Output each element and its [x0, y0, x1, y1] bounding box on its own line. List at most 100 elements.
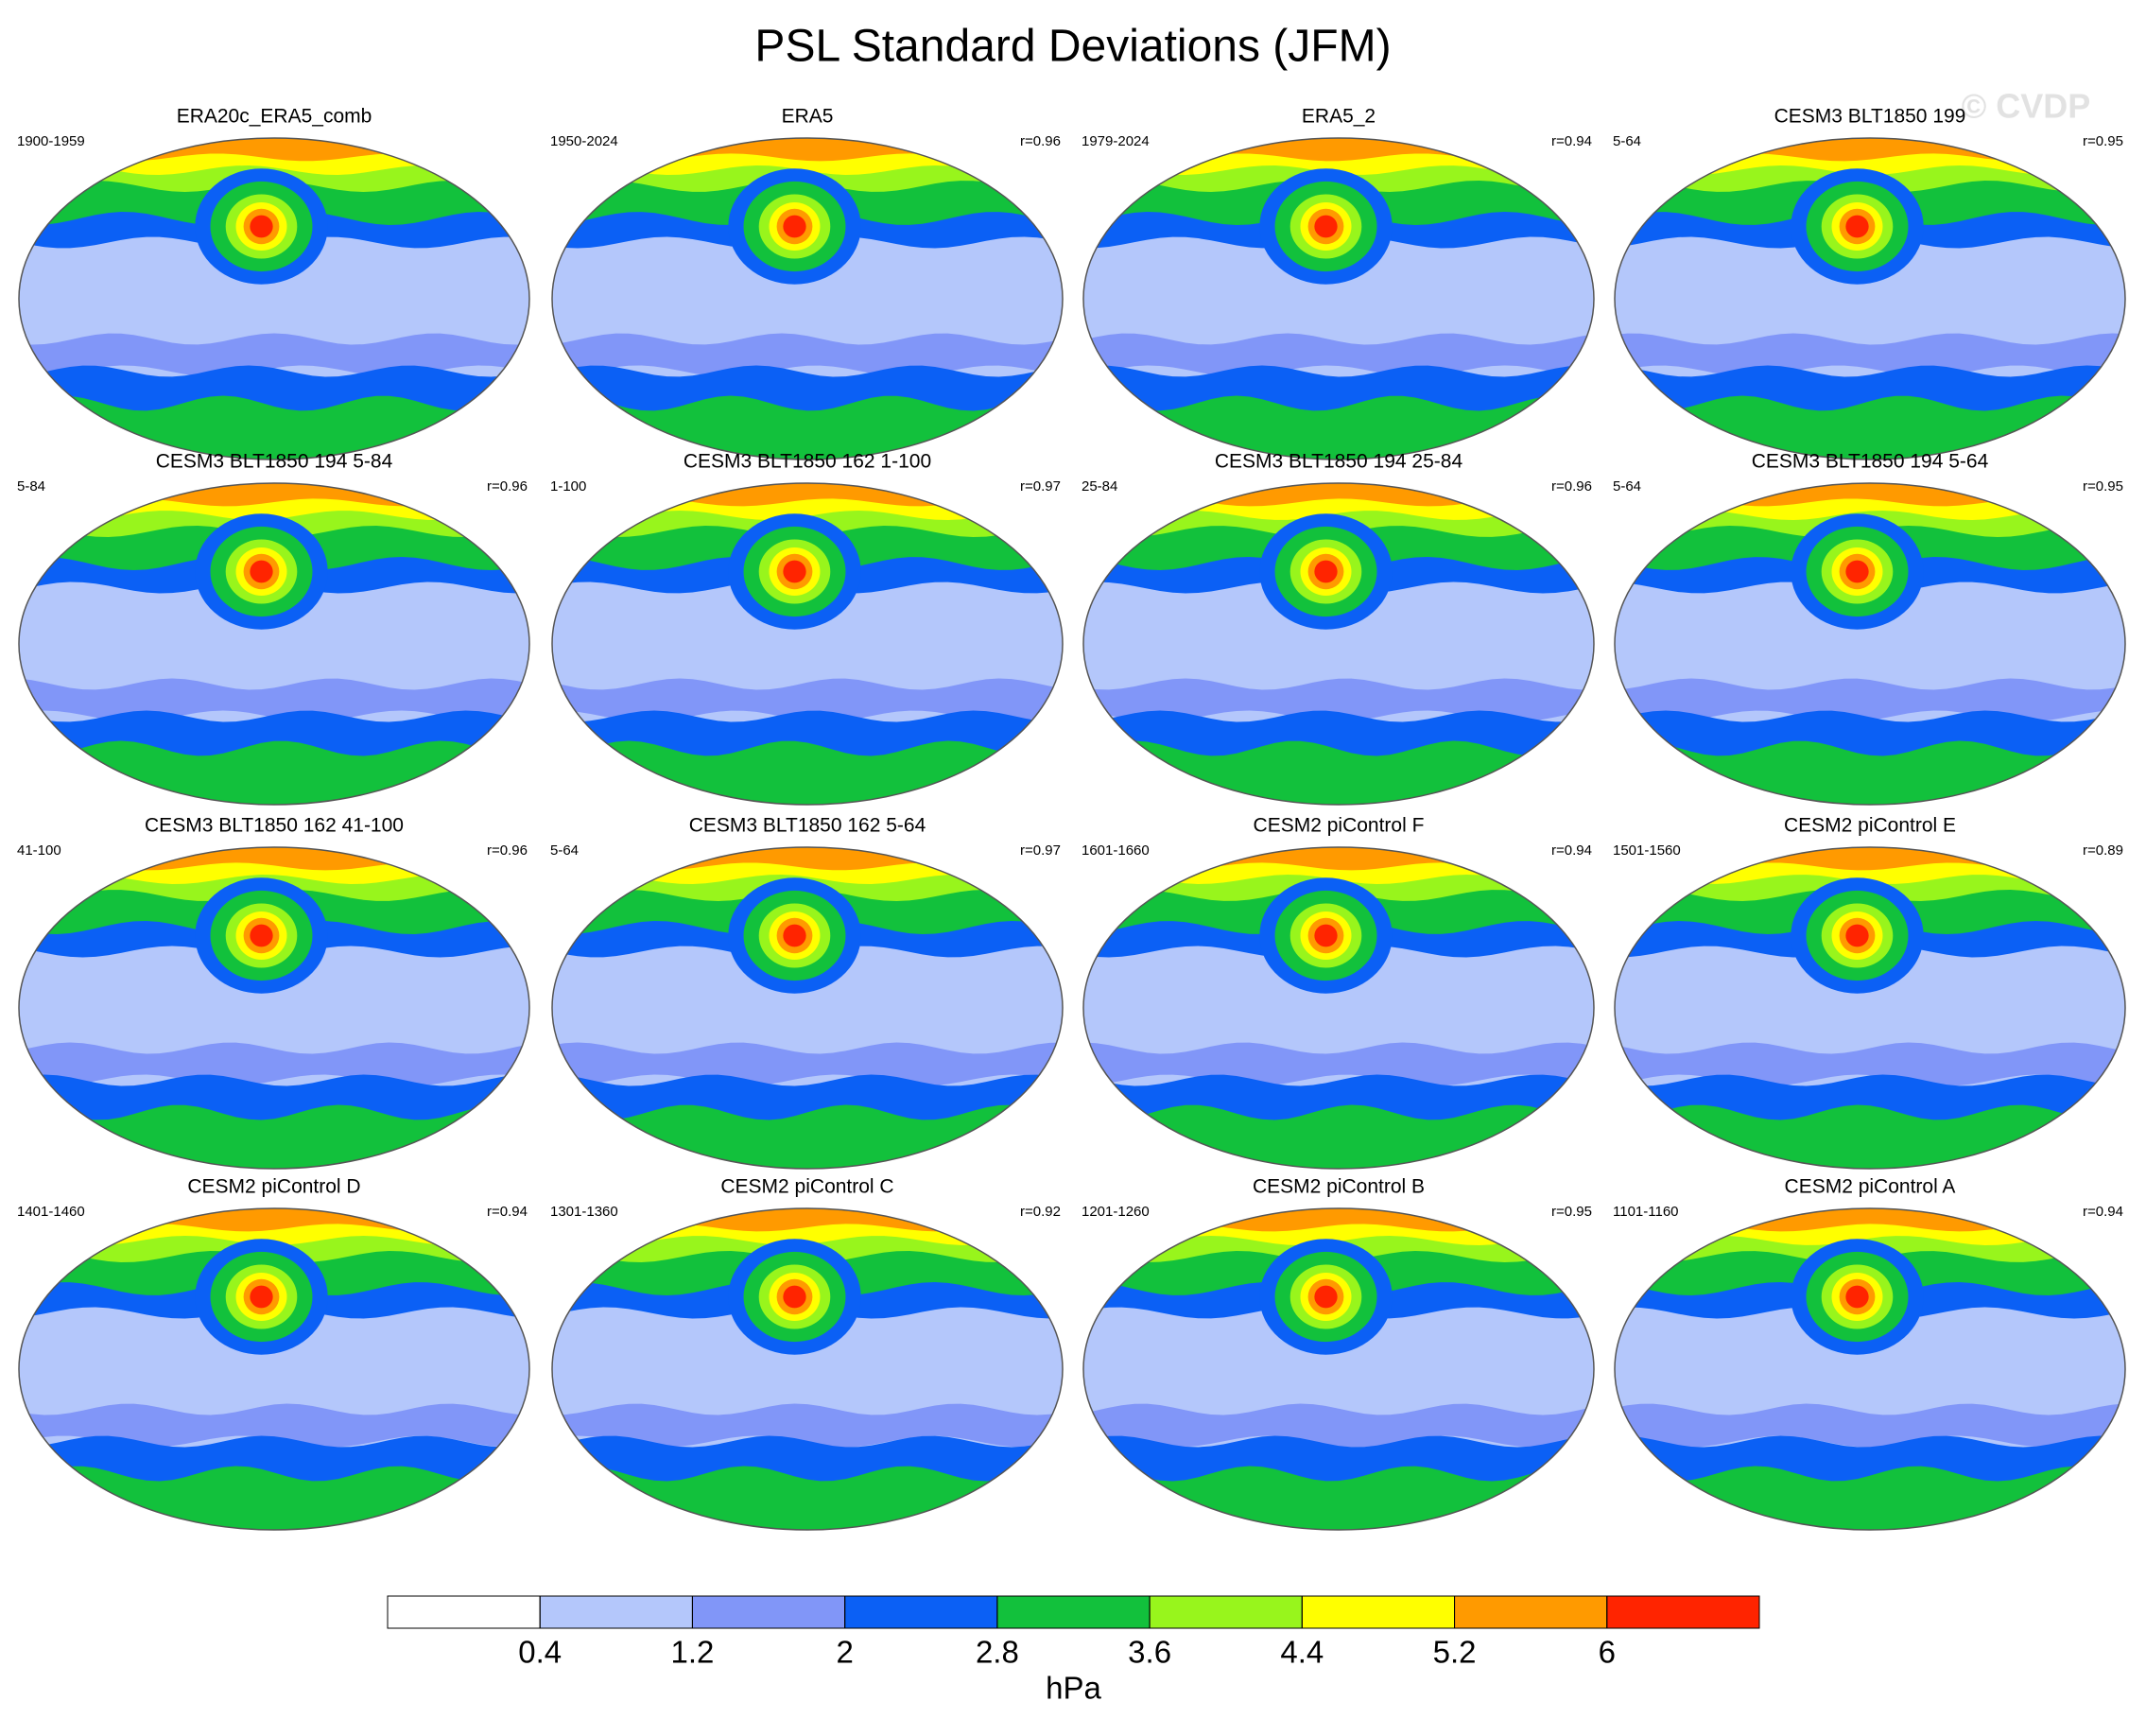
panel-r: r=0.96 — [487, 842, 528, 859]
map — [1083, 483, 1594, 805]
map-outline — [18, 137, 530, 460]
map-region — [552, 333, 1063, 377]
panel-years: 5-64 — [1613, 478, 1641, 495]
colorbar-tick-label: 6 — [1599, 1635, 1616, 1670]
panel-r: r=0.96 — [1020, 133, 1061, 149]
map-region — [783, 560, 806, 583]
panel-r: r=0.96 — [487, 478, 528, 495]
map-region — [19, 1042, 529, 1086]
panel-years: 1501-1560 — [1613, 842, 1681, 859]
panel-years: 5-64 — [1613, 133, 1641, 149]
map-region — [1314, 924, 1338, 947]
map-region — [1845, 1285, 1869, 1309]
panel-title: CESM3 BLT1850 194 5-64 — [1752, 451, 1989, 473]
map-region — [1314, 560, 1338, 583]
map-region — [552, 1042, 1063, 1086]
panel-r: r=0.94 — [1551, 842, 1592, 859]
map — [1615, 847, 2125, 1169]
watermark: © CVDP — [1962, 87, 2091, 126]
panel-years: 25-84 — [1082, 478, 1117, 495]
map-region — [1845, 560, 1869, 583]
panel-title: CESM2 piControl E — [1784, 815, 1956, 837]
map-outline — [18, 846, 530, 1170]
colorbar-box — [539, 1595, 693, 1629]
map-region — [1615, 1104, 2125, 1169]
map-region — [250, 215, 273, 238]
map-region — [1615, 1403, 2125, 1448]
panel-years: 41-100 — [17, 842, 61, 859]
map-region — [552, 1403, 1063, 1448]
panel-r: r=0.92 — [1020, 1204, 1061, 1220]
map-region — [1083, 1403, 1594, 1448]
panel-title: ERA5_2 — [1302, 106, 1376, 128]
map-region — [1314, 215, 1338, 238]
panel-title: CESM2 piControl C — [720, 1176, 893, 1198]
panel-years: 1201-1260 — [1082, 1204, 1150, 1220]
colorbar-tick-label: 0.4 — [518, 1635, 562, 1670]
map-region — [783, 924, 806, 947]
panel-years: 5-84 — [17, 478, 45, 495]
map-region — [1845, 215, 1869, 238]
map — [19, 1208, 529, 1530]
map-outline — [551, 846, 1064, 1170]
panel-title: CESM2 piControl A — [1785, 1176, 1956, 1198]
panel-r: r=0.94 — [1551, 133, 1592, 149]
map-region — [1083, 1104, 1594, 1169]
panel-years: 5-64 — [550, 842, 579, 859]
colorbar-box — [844, 1595, 998, 1629]
map-region — [1314, 1285, 1338, 1309]
map-region — [1845, 924, 1869, 947]
map-region — [250, 1285, 273, 1309]
map — [19, 847, 529, 1169]
map-region — [552, 395, 1063, 460]
panel-title: CESM3 BLT1850 199 — [1774, 106, 1966, 128]
map-region — [783, 215, 806, 238]
map-outline — [18, 482, 530, 806]
map-region — [1615, 740, 2125, 805]
map — [19, 483, 529, 805]
map-outline — [1082, 846, 1595, 1170]
panel-title: CESM2 piControl D — [187, 1176, 360, 1198]
colorbar-box — [387, 1595, 541, 1629]
colorbar-tick-label: 3.6 — [1128, 1635, 1171, 1670]
map-region — [19, 395, 529, 460]
map — [1083, 138, 1594, 460]
map-region — [552, 1466, 1063, 1530]
colorbar-unit: hPa — [1046, 1671, 1101, 1706]
panel-r: r=0.96 — [1551, 478, 1592, 495]
colorbar-box — [996, 1595, 1151, 1629]
panel-years: 1-100 — [550, 478, 586, 495]
map-region — [1615, 333, 2125, 377]
panel-title: CESM2 piControl F — [1254, 815, 1425, 837]
map-region — [250, 924, 273, 947]
map-outline — [1614, 137, 2126, 460]
figure-title: PSL Standard Deviations (JFM) — [754, 22, 1391, 72]
map-outline — [1082, 137, 1595, 460]
map-outline — [551, 1207, 1064, 1531]
colorbar-box — [1149, 1595, 1303, 1629]
panel-title: ERA20c_ERA5_comb — [177, 106, 372, 128]
panel-years: 1301-1360 — [550, 1204, 618, 1220]
map-region — [19, 740, 529, 805]
map-region — [1083, 740, 1594, 805]
map — [19, 138, 529, 460]
map-region — [1615, 1466, 2125, 1530]
map-outline — [1614, 1207, 2126, 1531]
panel-title: CESM3 BLT1850 194 5-84 — [156, 451, 393, 473]
panel-years: 1401-1460 — [17, 1204, 85, 1220]
map-outline — [551, 137, 1064, 460]
panel-title: CESM3 BLT1850 162 5-64 — [689, 815, 926, 837]
colorbar-tick-label: 2 — [836, 1635, 853, 1670]
panel-r: r=0.94 — [487, 1204, 528, 1220]
map-outline — [1614, 482, 2126, 806]
panel-r: r=0.95 — [1551, 1204, 1592, 1220]
panel-years: 1101-1160 — [1613, 1204, 1679, 1220]
colorbar-box — [1606, 1595, 1760, 1629]
panel-r: r=0.97 — [1020, 478, 1061, 495]
map-region — [1615, 395, 2125, 460]
colorbar-tick-label: 4.4 — [1280, 1635, 1324, 1670]
map — [1083, 847, 1594, 1169]
map-outline — [18, 1207, 530, 1531]
